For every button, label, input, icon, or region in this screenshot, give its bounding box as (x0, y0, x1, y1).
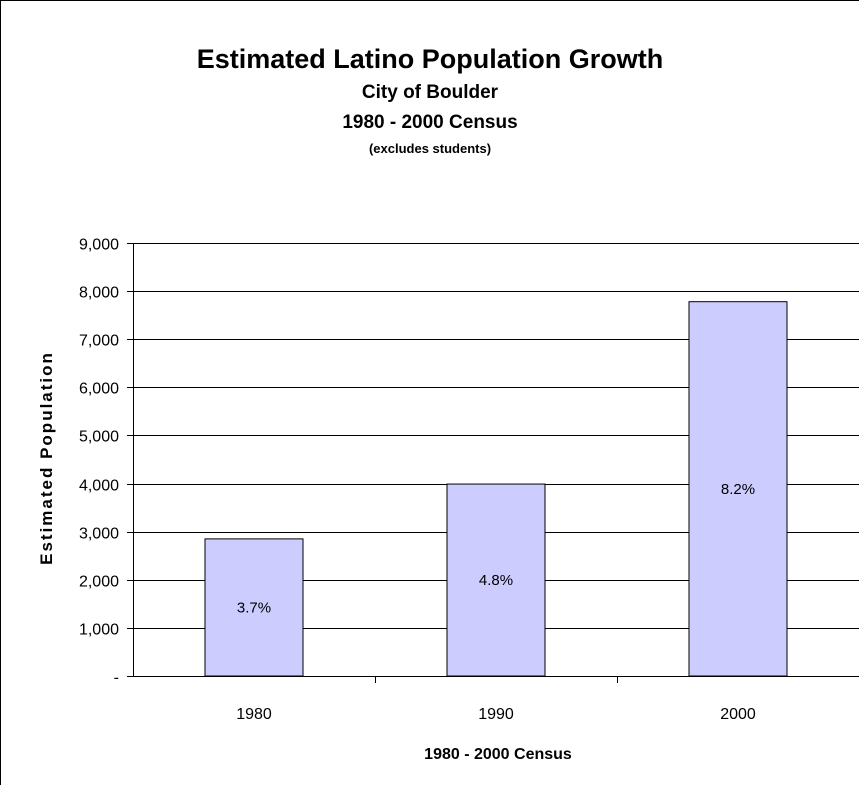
bar (204, 538, 304, 677)
chart-subtitle-city: City of Boulder (361, 82, 499, 103)
y-tick-label: 3,000 (79, 526, 119, 543)
y-tick-label: 6,000 (79, 381, 119, 398)
y-tick-label: 4,000 (79, 478, 119, 495)
chart-title: Estimated Latino Population Growth (196, 44, 664, 74)
tick-labels: - 1,000 2,000 3,000 4,000 5,000 6,000 7,000 8,00… (79, 237, 756, 724)
chart-subtitle-census: 1980 - 2000 Census (342, 112, 518, 133)
x-axis-label: 1980 - 2000 Census (424, 746, 572, 763)
bars (204, 301, 788, 677)
bar (446, 483, 546, 677)
title-block: Estimated Latino Population Growth City … (0, 40, 860, 160)
y-tick-label: 2,000 (79, 574, 119, 591)
x-tick-label: 1990 (478, 706, 514, 723)
x-tick-label: 1980 (236, 706, 272, 723)
y-tick-label: 7,000 (79, 333, 119, 350)
data-label: 4.8% (479, 572, 513, 589)
data-label: 8.2% (721, 481, 755, 498)
y-tick-label: 9,000 (79, 237, 119, 254)
bar (688, 301, 788, 677)
chart-subtitle-note: (excludes students) (368, 141, 492, 156)
y-tick-label: - (114, 670, 119, 687)
x-tick-label: 2000 (720, 706, 756, 723)
y-axis-label: Estimated Population (37, 351, 56, 565)
data-label: 3.7% (237, 599, 271, 616)
y-tick-label: 8,000 (79, 285, 119, 302)
y-tick-label: 5,000 (79, 429, 119, 446)
y-tick-label: 1,000 (79, 622, 119, 639)
